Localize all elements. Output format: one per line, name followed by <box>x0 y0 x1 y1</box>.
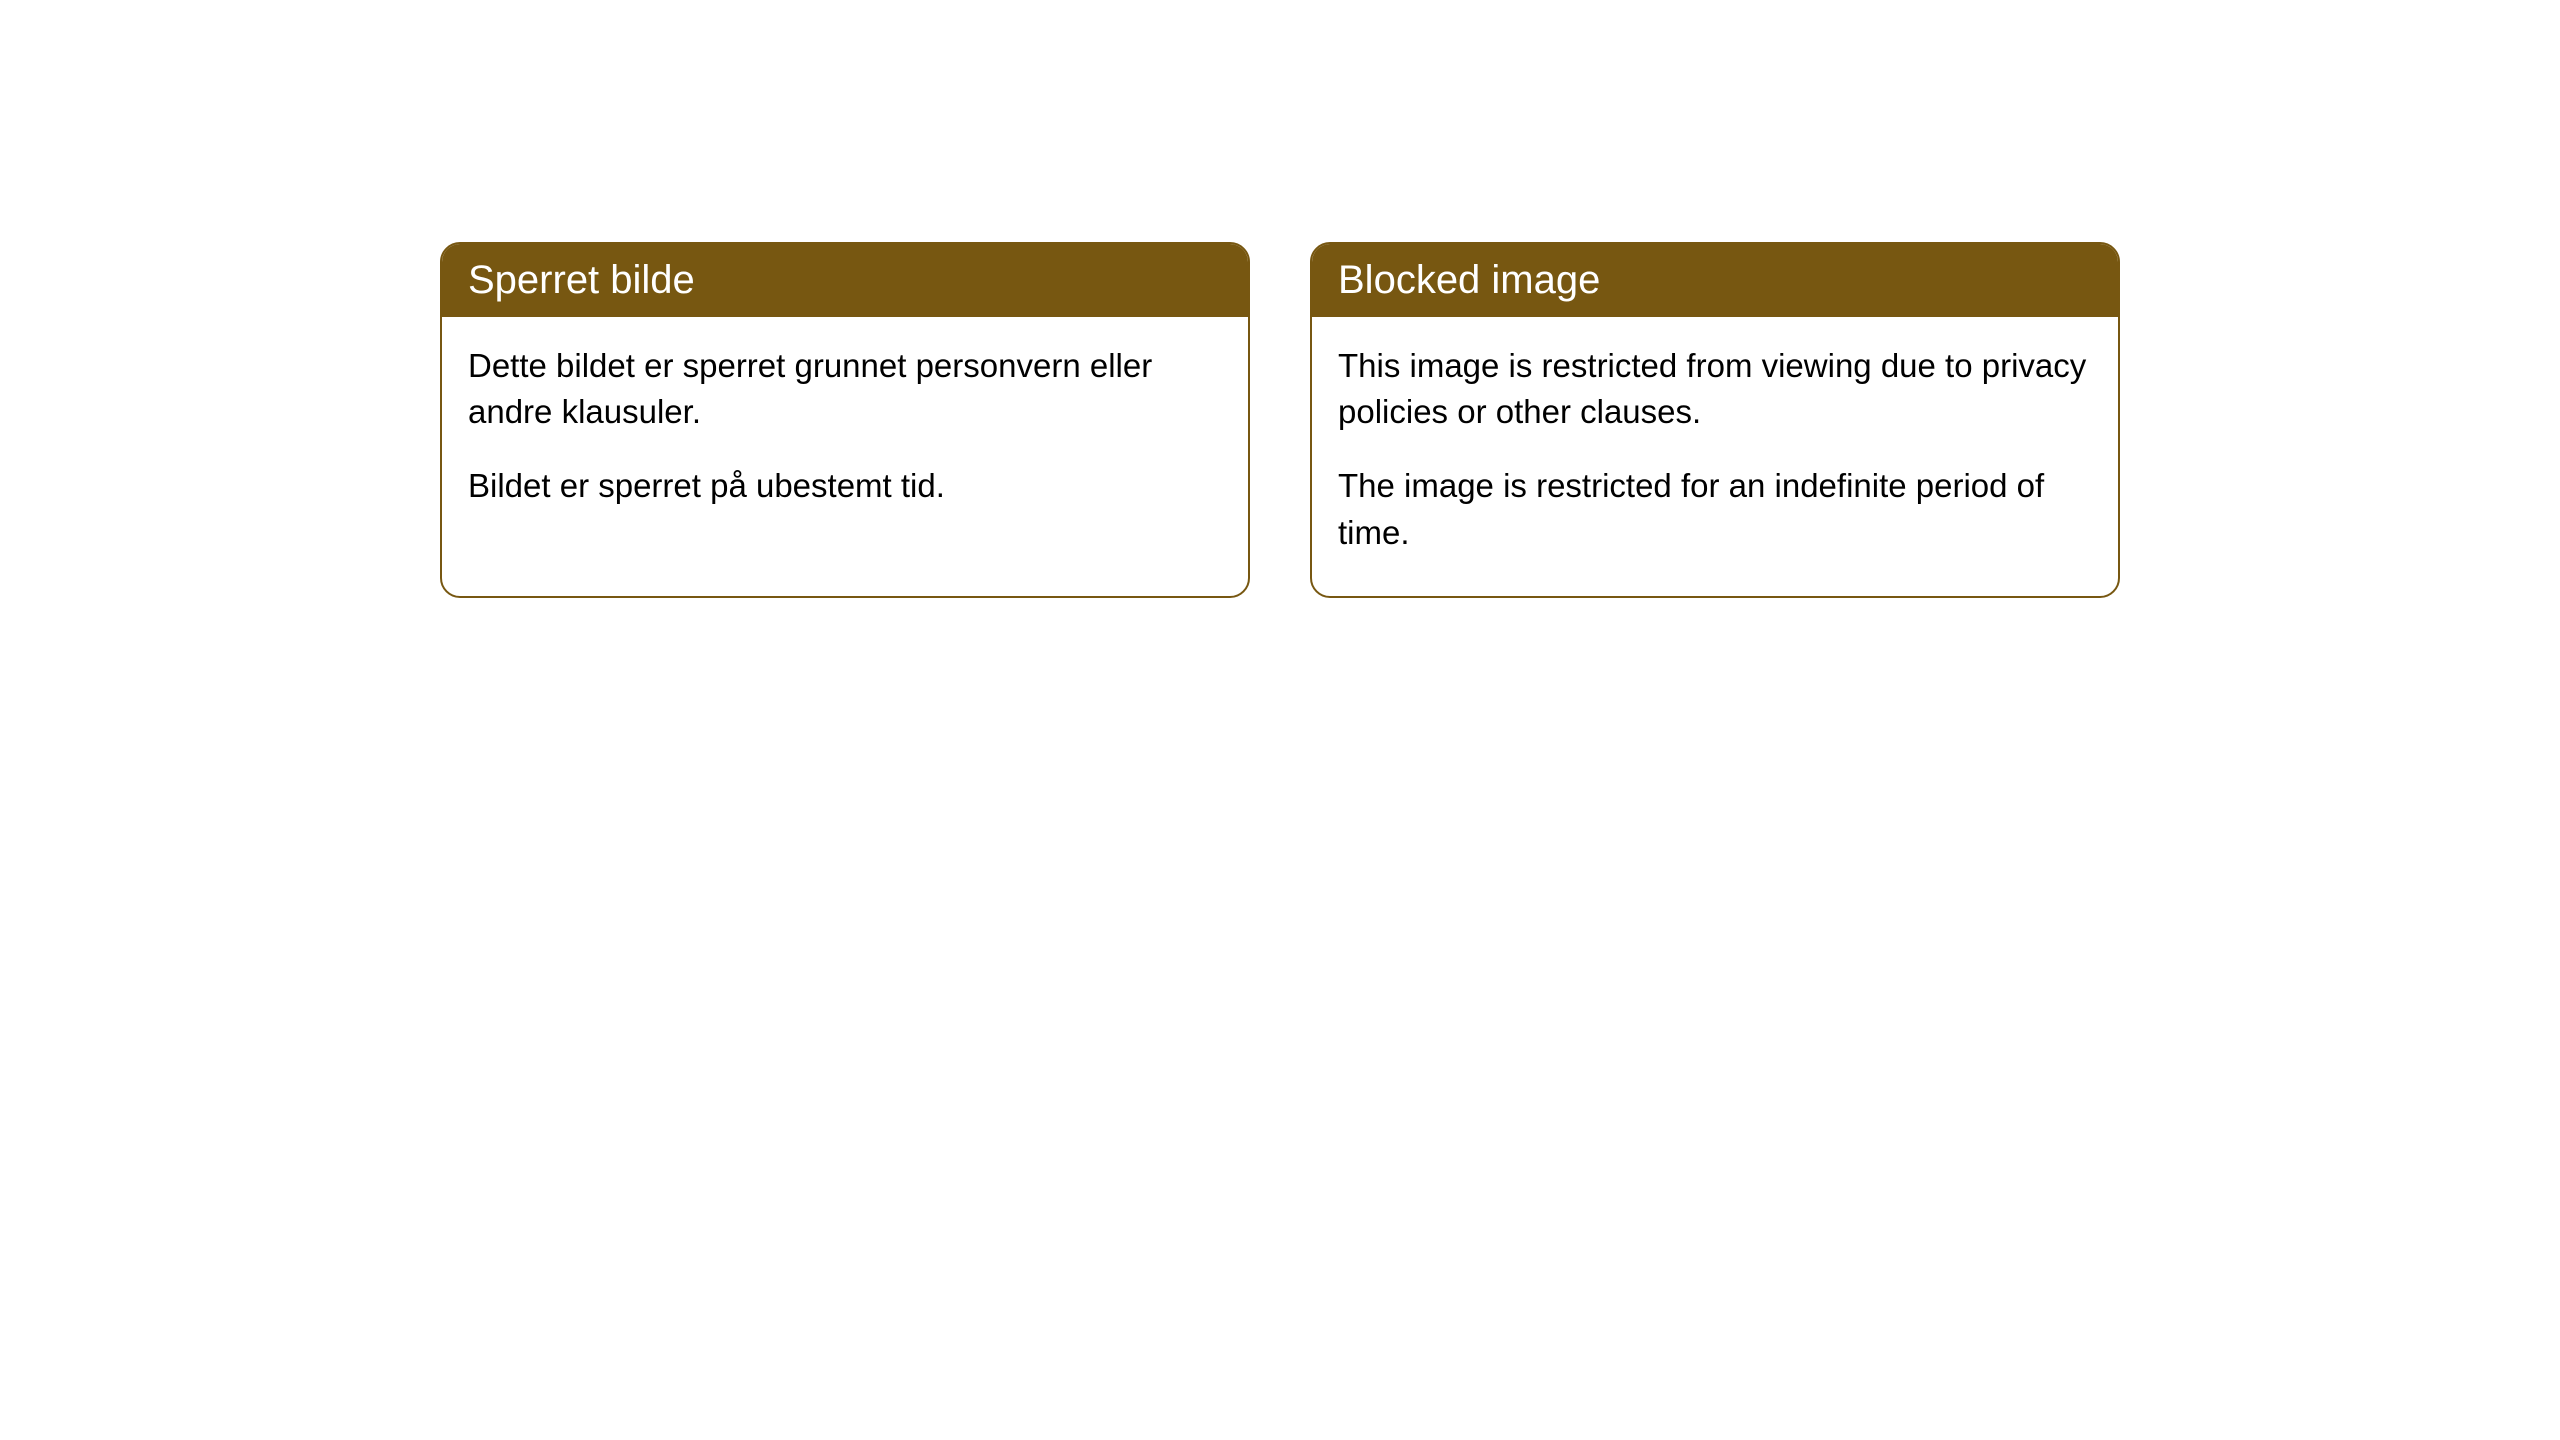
card-header: Sperret bilde <box>442 244 1248 317</box>
card-body: Dette bildet er sperret grunnet personve… <box>442 317 1248 550</box>
card-paragraph: Dette bildet er sperret grunnet personve… <box>468 343 1222 435</box>
blocked-image-card-norwegian: Sperret bilde Dette bildet er sperret gr… <box>440 242 1250 598</box>
blocked-image-card-english: Blocked image This image is restricted f… <box>1310 242 2120 598</box>
card-paragraph: The image is restricted for an indefinit… <box>1338 463 2092 555</box>
card-paragraph: This image is restricted from viewing du… <box>1338 343 2092 435</box>
notice-container: Sperret bilde Dette bildet er sperret gr… <box>0 242 2560 598</box>
card-header: Blocked image <box>1312 244 2118 317</box>
card-body: This image is restricted from viewing du… <box>1312 317 2118 596</box>
card-paragraph: Bildet er sperret på ubestemt tid. <box>468 463 1222 509</box>
